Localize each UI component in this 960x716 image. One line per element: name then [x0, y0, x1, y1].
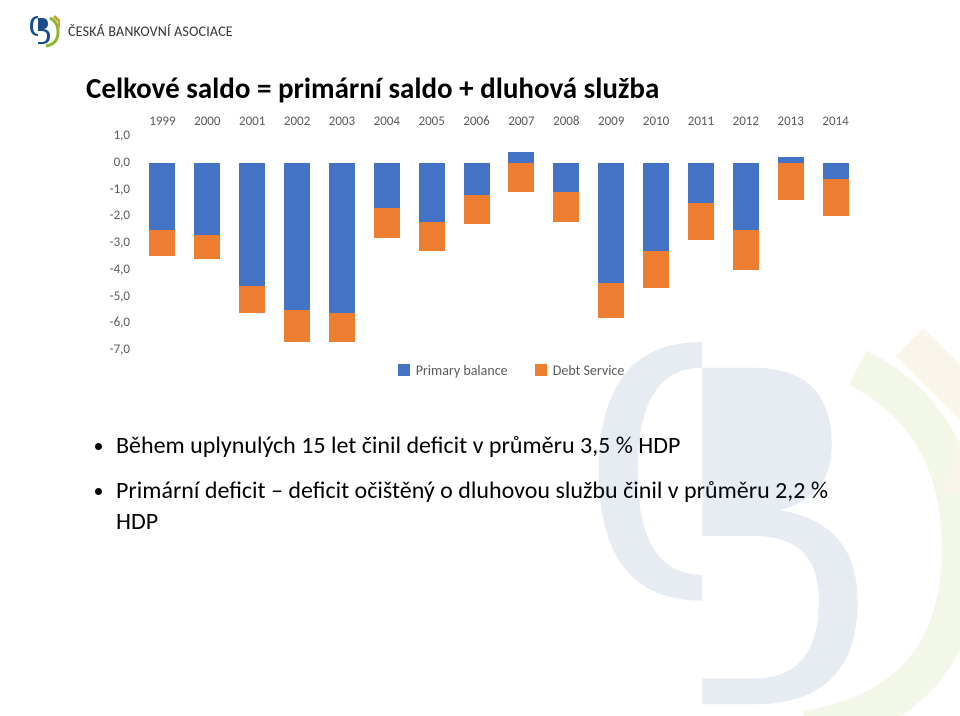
legend-label-primary: Primary balance [416, 362, 508, 379]
bar-group [419, 136, 445, 350]
bar-primary [239, 163, 265, 286]
x-year-label: 1999 [149, 114, 175, 129]
logo-icon [28, 14, 60, 48]
watermark-logo-icon [570, 316, 960, 716]
bar-debt [508, 163, 534, 192]
bar-primary [194, 163, 220, 235]
y-axis: 1,0 0,0 -1,0 -2,0 -3,0 -4,0 -5,0 -6,0 -7,0 [90, 114, 134, 354]
bar-primary [464, 163, 490, 195]
x-year-label: 2003 [329, 114, 355, 129]
bar-primary [733, 163, 759, 230]
bar-debt [149, 230, 175, 257]
bar-primary [374, 163, 400, 208]
x-year-label: 2009 [598, 114, 624, 129]
bar-debt [284, 310, 310, 342]
x-axis: 1999 2000 2001 2002 2003 2004 2005 2006 2007 2008… [140, 114, 858, 132]
bar-debt [778, 163, 804, 200]
x-year-label: 2006 [463, 114, 489, 129]
bar-group [508, 136, 534, 350]
bar-debt [643, 251, 669, 288]
x-year-label: 2004 [374, 114, 400, 129]
bar-primary [329, 163, 355, 313]
x-year-label: 2000 [194, 114, 220, 129]
bar-group [149, 136, 175, 350]
header: ČESKÁ BANKOVNÍ ASOCIACE [28, 14, 233, 48]
bar-debt [374, 208, 400, 237]
bar-debt [553, 192, 579, 221]
bar-debt [419, 222, 445, 251]
bar-debt [598, 283, 624, 318]
bar-debt [464, 195, 490, 224]
bar-debt [239, 286, 265, 313]
org-name: ČESKÁ BANKOVNÍ ASOCIACE [68, 23, 233, 40]
y-tick-label: -4,0 [90, 262, 130, 277]
x-year-label: 2001 [239, 114, 265, 129]
y-tick-label: -7,0 [90, 342, 130, 357]
bar-debt [733, 230, 759, 270]
bar-primary [688, 163, 714, 203]
legend-swatch-debt [535, 364, 547, 376]
y-tick-label: -3,0 [90, 235, 130, 250]
x-year-label: 2008 [553, 114, 579, 129]
bar-debt [194, 235, 220, 259]
legend-swatch-primary [398, 364, 410, 376]
bar-debt [823, 179, 849, 216]
bar-primary [508, 152, 534, 163]
bar-group [239, 136, 265, 350]
bar-debt [688, 203, 714, 240]
y-tick-label: -1,0 [90, 182, 130, 197]
x-year-label: 2013 [778, 114, 804, 129]
bar-primary [643, 163, 669, 251]
bar-group [464, 136, 490, 350]
x-year-label: 2005 [419, 114, 445, 129]
bar-primary [823, 163, 849, 179]
page-title: Celkové saldo = primární saldo + dluhová… [86, 70, 659, 106]
bar-debt [329, 313, 355, 342]
x-year-label: 2012 [733, 114, 759, 129]
y-tick-label: -2,0 [90, 208, 130, 223]
bar-primary [419, 163, 445, 222]
x-year-label: 2014 [822, 114, 848, 129]
bar-primary [598, 163, 624, 283]
bar-group [284, 136, 310, 350]
bar-group [194, 136, 220, 350]
x-year-label: 2011 [688, 114, 714, 129]
bar-group [374, 136, 400, 350]
y-tick-label: 0,0 [90, 155, 130, 170]
x-year-label: 2007 [508, 114, 534, 129]
bar-primary [149, 163, 175, 230]
bar-group [329, 136, 355, 350]
bar-primary [553, 163, 579, 192]
x-year-label: 2010 [643, 114, 669, 129]
bar-primary [284, 163, 310, 310]
y-tick-label: -6,0 [90, 315, 130, 330]
x-year-label: 2002 [284, 114, 310, 129]
y-tick-label: 1,0 [90, 128, 130, 143]
y-tick-label: -5,0 [90, 289, 130, 304]
